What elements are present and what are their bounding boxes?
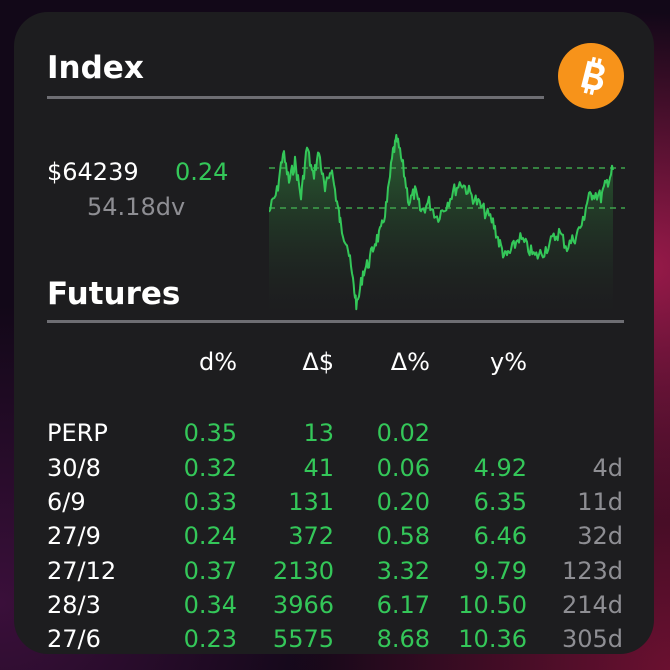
daily-pct: 0.23 [183,625,237,654]
contract-label: 28/3 [47,590,101,619]
index-divider [47,96,544,99]
yearly-pct: 9.79 [473,556,527,585]
contract-label: 27/6 [47,625,101,654]
futures-widget[interactable]: Index $64239 0.24 54.18dv Futures [14,12,654,654]
delta-usd: 2130 [272,556,334,585]
price-sparkline [269,134,625,312]
delta-pct: 3.32 [376,556,430,585]
futures-header-row: d% Δ$ Δ% y% [47,342,623,382]
table-row: 28/3 0.34 3966 6.17 10.50 214d [47,588,623,622]
days-to-expiry: 4d [592,453,623,482]
yearly-pct: 6.35 [473,488,527,517]
delta-pct: 8.68 [376,625,430,654]
sparkline-area [269,135,613,312]
delta-usd: 5575 [272,625,334,654]
delta-usd: 13 [303,419,334,448]
header-yearly-pct: y% [489,348,527,376]
contract-label: 27/12 [47,556,117,585]
header-delta-usd: Δ$ [302,348,334,376]
index-change: 0.24 [175,158,229,186]
contract-label: 27/9 [47,522,101,551]
delta-pct: 0.06 [376,453,430,482]
days-to-expiry: 32d [577,522,623,551]
table-row: 27/6 0.23 5575 8.68 10.36 305d [47,622,623,654]
futures-table: d% Δ$ Δ% y% PERP 0.35 13 0.02 30/8 0.32 … [47,342,623,654]
index-price: $64239 [47,158,139,186]
delta-usd: 131 [288,488,334,517]
days-to-expiry: 305d [561,625,623,654]
days-to-expiry: 11d [577,488,623,517]
contract-label: 6/9 [47,488,86,517]
table-row: 30/8 0.32 41 0.06 4.92 4d [47,451,623,485]
delta-pct: 6.17 [376,590,430,619]
daily-pct: 0.32 [183,453,237,482]
delta-usd: 372 [288,522,334,551]
contract-label: PERP [47,419,108,448]
daily-pct: 0.24 [183,522,237,551]
yearly-pct: 10.50 [458,590,527,619]
delta-pct: 0.58 [376,522,430,551]
header-contract [47,342,157,382]
table-row: 27/9 0.24 372 0.58 6.46 32d [47,519,623,553]
index-title: Index [47,50,144,86]
daily-pct: 0.33 [183,488,237,517]
header-days [527,342,623,382]
index-volume: 54.18dv [87,193,186,221]
yearly-pct: 6.46 [473,522,527,551]
sparkline-line [269,134,614,311]
header-daily-pct: d% [198,348,237,376]
futures-divider [47,320,624,323]
daily-pct: 0.34 [183,590,237,619]
table-row: 6/9 0.33 131 0.20 6.35 11d [47,485,623,519]
futures-title: Futures [47,276,181,312]
daily-pct: 0.35 [183,419,237,448]
bitcoin-icon [558,43,624,109]
yearly-pct: 4.92 [473,453,527,482]
table-row: PERP 0.35 13 0.02 [47,416,623,450]
yearly-pct: 10.36 [458,625,527,654]
delta-usd: 3966 [272,590,334,619]
contract-label: 30/8 [47,453,101,482]
delta-pct: 0.02 [376,419,430,448]
daily-pct: 0.37 [183,556,237,585]
delta-usd: 41 [303,453,334,482]
days-to-expiry: 123d [561,556,623,585]
table-row: 27/12 0.37 2130 3.32 9.79 123d [47,553,623,587]
days-to-expiry: 214d [561,590,623,619]
days-to-expiry [527,416,623,450]
yearly-pct [430,416,527,450]
delta-pct: 0.20 [376,488,430,517]
header-delta-pct: Δ% [390,348,430,376]
